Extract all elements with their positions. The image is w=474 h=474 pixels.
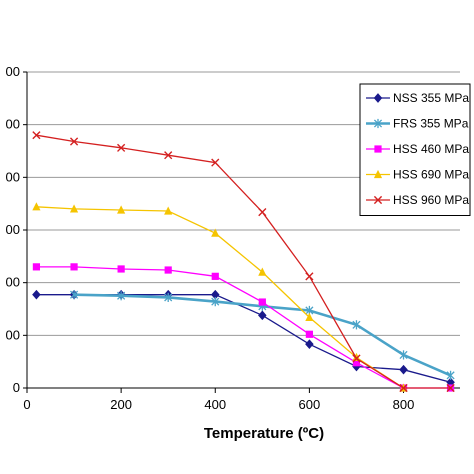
y-tick-label: 00 bbox=[6, 169, 20, 184]
data-point bbox=[117, 265, 125, 273]
data-point bbox=[211, 272, 219, 280]
legend-item: HSS 960 MPa bbox=[366, 193, 469, 207]
data-point bbox=[446, 383, 455, 393]
data-point bbox=[399, 364, 408, 375]
data-point bbox=[32, 131, 41, 140]
x-tick-label: 200 bbox=[110, 397, 132, 412]
legend-label: NSS 355 MPa bbox=[393, 91, 469, 105]
x-tick-label: 800 bbox=[393, 397, 415, 412]
legend: NSS 355 MPa FRS 355 MPa HSS 460 MPa HSS 690… bbox=[359, 83, 471, 216]
data-point bbox=[164, 292, 173, 303]
data-point bbox=[164, 266, 172, 274]
grid-lines bbox=[27, 71, 460, 336]
series-layer bbox=[32, 131, 455, 393]
data-point bbox=[32, 202, 41, 211]
y-tick-label: 00 bbox=[6, 117, 20, 132]
x-tick-label: 400 bbox=[204, 397, 226, 412]
legend-label: HSS 960 MPa bbox=[393, 193, 469, 207]
marker-stroke bbox=[211, 158, 220, 167]
legend-marker bbox=[373, 195, 383, 205]
legend-marker bbox=[373, 118, 383, 129]
series-line bbox=[36, 266, 451, 389]
marker-stroke bbox=[32, 131, 41, 140]
data-point bbox=[352, 320, 361, 330]
data-point bbox=[164, 151, 173, 160]
data-point bbox=[211, 158, 220, 167]
data-point bbox=[211, 297, 220, 307]
marker-stroke bbox=[258, 207, 267, 217]
x-tick-label: 600 bbox=[299, 397, 321, 412]
legend-marker bbox=[374, 145, 382, 153]
data-point bbox=[164, 206, 173, 215]
marker-stroke bbox=[69, 137, 79, 146]
legend-marker bbox=[373, 93, 383, 103]
legend-item: NSS 355 MPa bbox=[366, 91, 469, 105]
data-point bbox=[70, 263, 78, 271]
data-point bbox=[211, 228, 220, 237]
x-axis-title: Temperature (ºC) bbox=[204, 425, 324, 442]
y-tick-label: 00 bbox=[6, 327, 20, 342]
legend-label: HSS 460 MPa bbox=[393, 142, 469, 156]
data-point bbox=[32, 263, 41, 271]
legend-marker bbox=[373, 169, 383, 179]
data-point bbox=[305, 272, 314, 281]
marker-stroke bbox=[117, 143, 126, 152]
legend-item: HSS 460 MPa bbox=[366, 142, 469, 156]
data-point bbox=[258, 310, 267, 321]
series-frs-355-mpa bbox=[70, 290, 455, 380]
data-point bbox=[69, 137, 79, 146]
series-hss-960-mpa bbox=[32, 131, 455, 393]
data-point bbox=[258, 298, 266, 306]
data-point bbox=[258, 267, 267, 276]
legend-label: HSS 690 MPa bbox=[393, 168, 469, 182]
data-point bbox=[305, 312, 314, 322]
legend-label: FRS 355 MPa bbox=[393, 117, 469, 131]
marker-stroke bbox=[373, 195, 383, 205]
data-point bbox=[70, 290, 79, 300]
data-point bbox=[117, 143, 126, 152]
series-line bbox=[36, 294, 451, 383]
y-tick-label: 00 bbox=[6, 275, 20, 290]
data-point bbox=[305, 330, 313, 338]
data-point bbox=[352, 359, 361, 367]
marker-stroke bbox=[164, 151, 173, 160]
marker-stroke bbox=[399, 383, 408, 393]
data-point bbox=[399, 383, 408, 393]
data-point bbox=[258, 207, 267, 217]
marker-stroke bbox=[305, 272, 314, 281]
marker-stroke bbox=[446, 383, 455, 393]
data-point bbox=[446, 370, 455, 380]
data-point bbox=[305, 339, 314, 350]
marker-stroke bbox=[352, 354, 361, 363]
legend-item: FRS 355 MPa bbox=[366, 117, 469, 131]
y-tick-label: 00 bbox=[6, 64, 20, 79]
data-point bbox=[32, 289, 41, 300]
y-tick-label: 00 bbox=[6, 222, 20, 237]
y-tick-label: 0 bbox=[13, 380, 20, 395]
data-point bbox=[399, 350, 408, 360]
data-point bbox=[69, 204, 79, 213]
x-tick-label: 0 bbox=[23, 397, 30, 412]
legend-item: HSS 690 MPa bbox=[366, 168, 469, 182]
data-point bbox=[352, 354, 361, 363]
series-line bbox=[36, 134, 451, 389]
data-point bbox=[117, 205, 126, 214]
data-point bbox=[117, 291, 126, 301]
